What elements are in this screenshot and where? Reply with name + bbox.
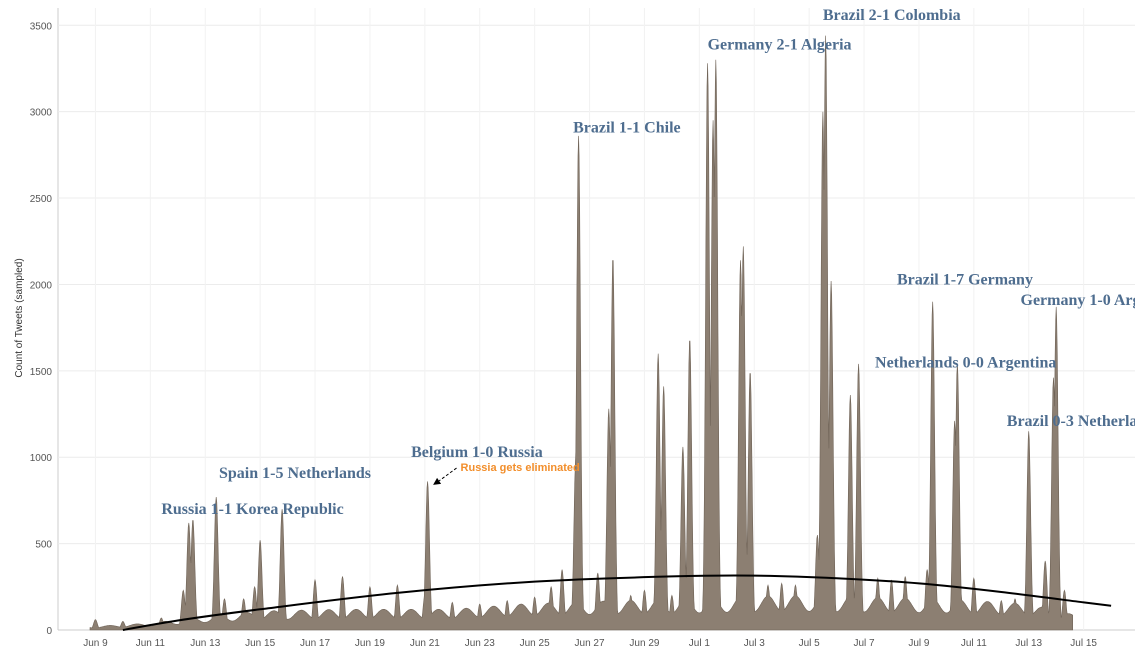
match-annotation: Germany 2-1 Algeria xyxy=(708,36,852,53)
x-tick-label: Jul 9 xyxy=(908,638,930,649)
x-tick-label: Jun 25 xyxy=(520,638,550,649)
match-annotation: Spain 1-5 Netherlands xyxy=(219,465,371,482)
elimination-note: Russia gets eliminated xyxy=(433,462,580,485)
x-tick-label: Jun 27 xyxy=(575,638,605,649)
x-tick-label: Jul 7 xyxy=(853,638,875,649)
x-tick-label: Jun 23 xyxy=(465,638,495,649)
x-tick-label: Jul 15 xyxy=(1070,638,1097,649)
x-tick-label: Jun 9 xyxy=(83,638,108,649)
x-axis-ticks: Jun 9 Jun 11 Jun 13 Jun 15 Jun 17 Jun 19 Jun 2… xyxy=(83,638,1097,649)
y-tick-label: 1000 xyxy=(30,453,53,464)
y-tick-label: 0 xyxy=(46,626,52,637)
x-tick-label: Jul 1 xyxy=(689,638,711,649)
y-tick-label: 500 xyxy=(35,540,52,551)
match-annotation: Belgium 1-0 Russia xyxy=(411,444,543,461)
x-tick-label: Jun 21 xyxy=(410,638,440,649)
match-annotation: Brazil 1-1 Chile xyxy=(573,119,681,136)
y-axis-label: Count of Tweets (sampled) xyxy=(14,258,25,377)
x-tick-label: Jul 5 xyxy=(799,638,821,649)
y-tick-label: 2500 xyxy=(30,194,53,205)
tweet-count-area xyxy=(89,35,1073,631)
x-tick-label: Jun 11 xyxy=(136,638,166,649)
match-annotation: Netherlands 0-0 Argentina xyxy=(875,354,1056,371)
match-annotations: Russia 1-1 Korea Republic Spain 1-5 Nethe… xyxy=(161,7,1135,518)
x-tick-label: Jun 19 xyxy=(355,638,385,649)
x-tick-label: Jun 15 xyxy=(245,638,275,649)
x-tick-label: Jun 13 xyxy=(190,638,220,649)
trend-line xyxy=(122,574,1112,631)
x-tick-label: Jul 3 xyxy=(744,638,766,649)
y-tick-label: 3000 xyxy=(30,108,53,119)
note-text: Russia gets eliminated xyxy=(461,462,580,474)
note-arrow-line xyxy=(438,467,457,482)
x-tick-label: Jul 13 xyxy=(1015,638,1042,649)
match-annotation: Germany 1-0 Argentina xyxy=(1021,292,1135,309)
match-annotation: Russia 1-1 Korea Republic xyxy=(161,501,343,518)
y-tick-label: 3500 xyxy=(30,21,53,32)
gridlines xyxy=(57,8,1135,631)
note-arrow-head xyxy=(433,477,442,485)
x-tick-label: Jul 11 xyxy=(961,638,987,649)
y-tick-label: 1500 xyxy=(30,367,53,378)
match-annotation: Brazil 2-1 Colombia xyxy=(823,7,961,24)
y-axis-ticks: 0 500 1000 1500 2000 2500 3000 3500 xyxy=(30,21,53,637)
trend-curve xyxy=(122,574,1112,631)
y-tick-label: 2000 xyxy=(30,280,53,291)
tweet-area-path xyxy=(89,35,1073,631)
match-annotation: Brazil 0-3 Netherlands xyxy=(1007,413,1135,430)
x-tick-label: Jun 29 xyxy=(629,638,659,649)
x-tick-label: Jun 17 xyxy=(300,638,330,649)
match-annotation: Brazil 1-7 Germany xyxy=(897,271,1033,288)
